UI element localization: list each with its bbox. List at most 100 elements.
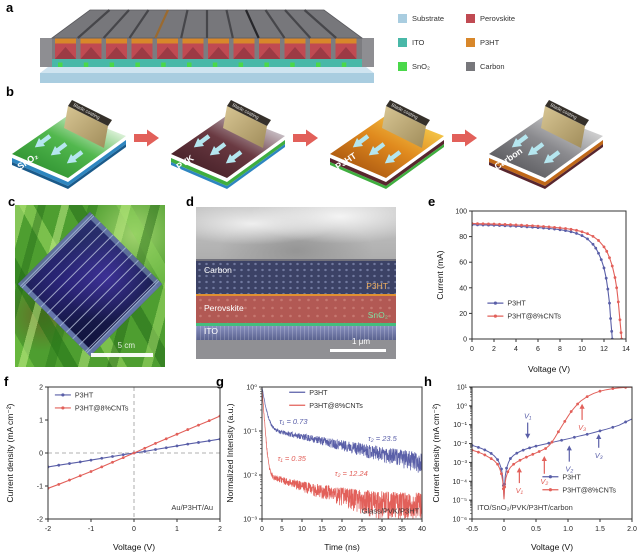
svg-text:8: 8: [558, 346, 562, 353]
svg-text:0: 0: [39, 451, 43, 458]
svg-text:10⁻³: 10⁻³: [243, 517, 257, 524]
coating-direction-arrow: [34, 134, 52, 148]
svg-text:Voltage (V): Voltage (V): [113, 542, 155, 552]
svg-text:V₃: V₃: [595, 451, 603, 460]
sem-label-perovskite: Perovskite: [204, 303, 244, 313]
legend-label-carbon: Carbon: [480, 62, 505, 71]
svg-text:P3HT@8%CNTs: P3HT@8%CNTs: [75, 403, 129, 412]
panel-label-c: c: [8, 194, 16, 209]
svg-text:P3HT@8%CNTs: P3HT@8%CNTs: [507, 312, 561, 321]
svg-text:V₂: V₂: [540, 477, 548, 486]
svg-text:2: 2: [39, 385, 43, 392]
svg-text:10⁻⁶: 10⁻⁶: [453, 517, 467, 524]
sem-ito-layer: [196, 325, 396, 340]
svg-text:-0.5: -0.5: [466, 526, 478, 533]
svg-text:0.5: 0.5: [531, 526, 541, 533]
module-schematic: [40, 9, 374, 83]
svg-text:V₂: V₂: [565, 465, 573, 474]
svg-text:Glass/PVK/P3HT: Glass/PVK/P3HT: [362, 506, 420, 515]
panel-label-d: d: [186, 194, 194, 209]
coating-direction-arrow: [352, 134, 370, 148]
chart-iv-module: 0 2 4 6 8 10 12 14 0 20 40 60 80 100 Voltage (V) Curren…: [435, 209, 630, 375]
coating-direction-arrow: [368, 142, 386, 156]
coating-direction-arrow: [225, 150, 243, 164]
svg-text:0: 0: [132, 526, 136, 533]
svg-text:2: 2: [492, 346, 496, 353]
svg-text:35: 35: [398, 526, 406, 533]
svg-text:P3HT@8%CNTs: P3HT@8%CNTs: [309, 401, 363, 410]
svg-text:-2: -2: [45, 526, 51, 533]
legend-label-perovskite: Perovskite: [480, 14, 516, 23]
svg-text:V₃: V₃: [578, 423, 586, 432]
svg-text:Current density (mA cm⁻²): Current density (mA cm⁻²): [431, 403, 441, 502]
svg-text:10¹: 10¹: [457, 385, 468, 392]
coating-direction-arrow: [50, 142, 68, 156]
svg-text:40: 40: [418, 526, 426, 533]
process-next-arrow: [452, 129, 477, 147]
legend-swatch-perovskite: [466, 14, 475, 23]
legend-item-substrate: Substrate: [398, 14, 462, 23]
svg-text:10⁰: 10⁰: [246, 384, 257, 392]
coating-direction-arrow: [527, 142, 545, 156]
legend-label-sno2: SnO₂: [412, 62, 430, 71]
svg-text:0: 0: [470, 346, 474, 353]
svg-text:τ₁ = 0.35: τ₁ = 0.35: [278, 454, 307, 463]
svg-text:0: 0: [260, 526, 264, 533]
svg-text:10⁰: 10⁰: [456, 402, 467, 410]
svg-text:P3HT: P3HT: [507, 299, 526, 308]
svg-text:10: 10: [298, 526, 306, 533]
svg-text:10⁻²: 10⁻²: [453, 441, 467, 448]
svg-text:20: 20: [338, 526, 346, 533]
svg-text:Voltage (V): Voltage (V): [531, 542, 573, 552]
chart-trpl: 0 5 10 15 20 25 30 35 40 10⁰ 10⁻¹ 10⁻² 10⁻³ Time (ns)…: [225, 384, 426, 553]
legend-label-p3ht: P3HT: [480, 38, 500, 47]
panel-label-a: a: [6, 0, 14, 15]
panel-label-f: f: [4, 374, 9, 389]
material-legend: Substrate Perovskite ITO P3HT SnO₂ Carbon: [398, 14, 515, 71]
svg-text:4: 4: [514, 346, 518, 353]
svg-text:10⁻⁵: 10⁻⁵: [453, 498, 467, 505]
sem-scalebar: [330, 349, 386, 352]
svg-text:V₁: V₁: [516, 486, 524, 495]
svg-text:10⁻⁴: 10⁻⁴: [453, 479, 468, 486]
svg-text:5: 5: [280, 526, 284, 533]
svg-text:1: 1: [175, 526, 179, 533]
svg-text:80: 80: [459, 234, 467, 241]
coating-direction-arrow: [209, 142, 227, 156]
sem-cross-section: Carbon P3HT Perovskite SnO₂ ITO 1 μm: [196, 207, 396, 359]
svg-text:Current (mA): Current (mA): [435, 250, 445, 299]
svg-text:60: 60: [459, 260, 467, 267]
legend-swatch-substrate: [398, 14, 407, 23]
legend-item-carbon: Carbon: [466, 62, 515, 71]
legend-item-sno2: SnO₂: [398, 62, 462, 71]
sem-sno2-layer: [196, 323, 396, 326]
svg-text:0: 0: [502, 526, 506, 533]
sem-label-ito: ITO: [204, 326, 219, 336]
coating-direction-arrow: [384, 150, 402, 164]
module-photo: 5 cm: [15, 205, 165, 367]
process-next-arrow: [293, 129, 318, 147]
legend-item-ito: ITO: [398, 38, 462, 47]
svg-text:τ₂ = 23.5: τ₂ = 23.5: [368, 434, 398, 443]
sem-p3ht-layer: [196, 294, 396, 296]
module-photo-device: [17, 211, 163, 357]
svg-text:14: 14: [622, 346, 630, 353]
svg-text:1.0: 1.0: [563, 526, 573, 533]
svg-text:1.5: 1.5: [595, 526, 605, 533]
coating-direction-arrow: [511, 134, 529, 148]
sem-scalebar-label: 1 μm: [352, 337, 370, 346]
svg-text:10⁻³: 10⁻³: [453, 460, 467, 467]
coating-direction-arrow: [543, 150, 561, 164]
legend-item-p3ht: P3HT: [466, 38, 515, 47]
sem-label-sno2: SnO₂: [367, 310, 388, 320]
panel-label-h: h: [424, 374, 432, 389]
panel-label-e: e: [428, 194, 436, 209]
svg-text:ITO/SnO₂/PVK/P3HT/carbon: ITO/SnO₂/PVK/P3HT/carbon: [477, 503, 573, 512]
svg-text:Voltage (V): Voltage (V): [528, 364, 570, 374]
